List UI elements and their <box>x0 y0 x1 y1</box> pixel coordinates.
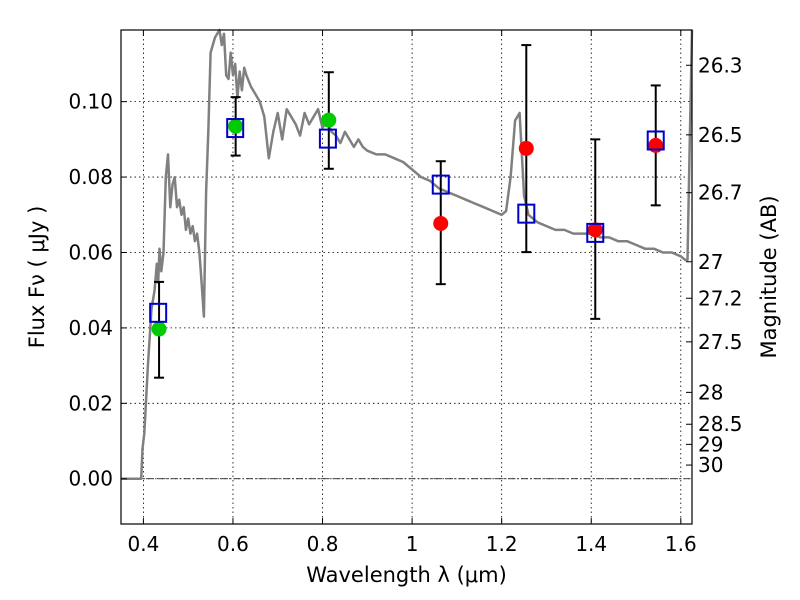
y2-tick-label: 26.3 <box>698 53 743 77</box>
y2-tick-label: 27.5 <box>698 330 743 354</box>
synthetic-flux-marker <box>646 130 665 151</box>
y2-tick-label: 26.5 <box>698 123 743 147</box>
y2-tick-label: 29 <box>698 432 723 456</box>
model-spectrum-line <box>121 28 694 480</box>
axis-ticks: 0.4 0.6 0.8 1 1.2 1.4 1.6 0.00 0.02 0.04 0.06 0.08 0… <box>68 30 743 556</box>
synthetic-flux-marker <box>226 118 245 139</box>
y2-tick-label: 27.2 <box>698 286 743 310</box>
grid <box>121 30 692 524</box>
x-tick-label: 0.4 <box>127 532 159 556</box>
y2-tick-label: 27 <box>698 250 723 274</box>
upper-flux-point <box>587 222 603 238</box>
y2-tick-label: 28 <box>698 380 723 404</box>
detected-flux-point <box>228 118 244 134</box>
y2-axis-title: Magnitude (AB) <box>757 195 781 358</box>
detected-flux-point <box>151 321 167 337</box>
model-spectrum <box>121 28 694 480</box>
y-tick-label: 0.04 <box>68 316 113 340</box>
synthetic-flux-marker <box>517 203 536 224</box>
detected-flux-point <box>321 112 337 128</box>
x-tick-label: 0.6 <box>217 532 249 556</box>
y2-tick-label: 28.5 <box>698 412 743 436</box>
y-tick-label: 0.06 <box>68 240 113 264</box>
data-points <box>149 112 665 337</box>
y-axis-title: Flux Fν ( μJy ) <box>25 206 49 349</box>
x-tick-label: 1.4 <box>575 532 607 556</box>
y-tick-label: 0.10 <box>68 90 113 114</box>
y-tick-label: 0.02 <box>68 391 113 415</box>
y-tick-label: 0.00 <box>68 467 113 491</box>
synthetic-flux-marker <box>318 128 337 149</box>
y-tick-label: 0.08 <box>68 165 113 189</box>
upper-flux-point <box>648 137 664 153</box>
synthetic-flux-marker <box>431 174 450 195</box>
x-tick-label: 1 <box>406 532 419 556</box>
x-axis-title: Wavelength λ (μm) <box>306 563 507 587</box>
upper-flux-point <box>518 140 534 156</box>
y2-tick-label: 30 <box>698 453 723 477</box>
upper-flux-point <box>433 215 449 231</box>
synthetic-flux-marker <box>149 302 168 323</box>
x-tick-label: 0.8 <box>307 532 339 556</box>
x-tick-label: 1.2 <box>486 532 518 556</box>
synthetic-flux-marker <box>586 222 605 243</box>
y2-tick-label: 26.7 <box>698 181 743 205</box>
x-tick-label: 1.6 <box>665 532 697 556</box>
plot-frame <box>120 29 693 525</box>
